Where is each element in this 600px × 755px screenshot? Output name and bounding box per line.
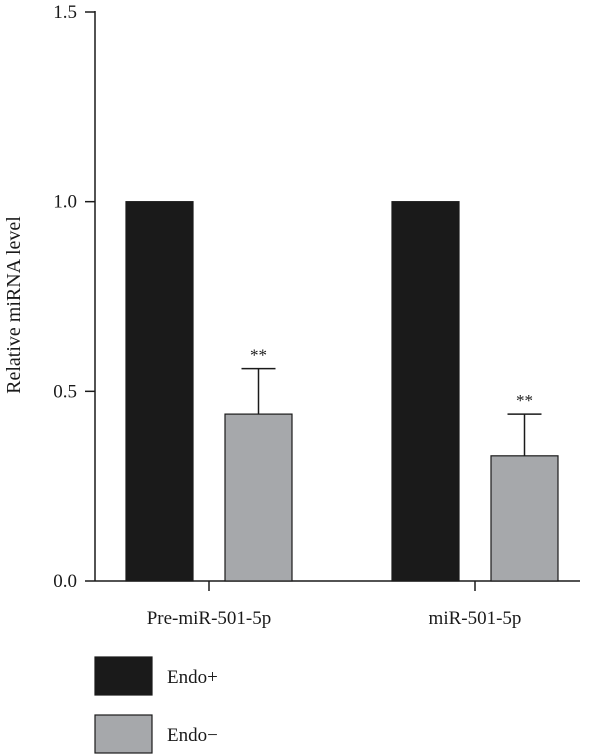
x-labels: Pre-miR-501-5p miR-501-5p bbox=[147, 581, 522, 629]
x-category-label: Pre-miR-501-5p bbox=[147, 608, 272, 629]
y-tick-label: 0.5 bbox=[53, 381, 77, 402]
y-tick-label: 1.5 bbox=[53, 2, 77, 23]
bar-endo-plus-2 bbox=[391, 201, 460, 582]
x-category-label: miR-501-5p bbox=[429, 608, 522, 629]
legend-swatch bbox=[94, 714, 153, 754]
legend: Endo+ Endo− bbox=[94, 656, 218, 754]
significance-label: ** bbox=[250, 346, 267, 365]
y-axis-title: Relative miRNA level bbox=[3, 216, 25, 394]
y-ticks: 0.0 0.5 1.0 1.5 bbox=[53, 2, 95, 592]
bar-endo-minus-2 bbox=[490, 455, 559, 582]
bars: ** ** bbox=[125, 201, 559, 582]
significance-label: ** bbox=[516, 391, 533, 410]
legend-swatch bbox=[94, 656, 153, 696]
bar-endo-plus-1 bbox=[125, 201, 194, 582]
legend-label: Endo− bbox=[167, 725, 218, 746]
legend-label: Endo+ bbox=[167, 667, 218, 688]
y-tick-label: 0.0 bbox=[53, 571, 77, 592]
bar-endo-minus-1 bbox=[224, 413, 293, 582]
y-tick-label: 1.0 bbox=[53, 192, 77, 213]
